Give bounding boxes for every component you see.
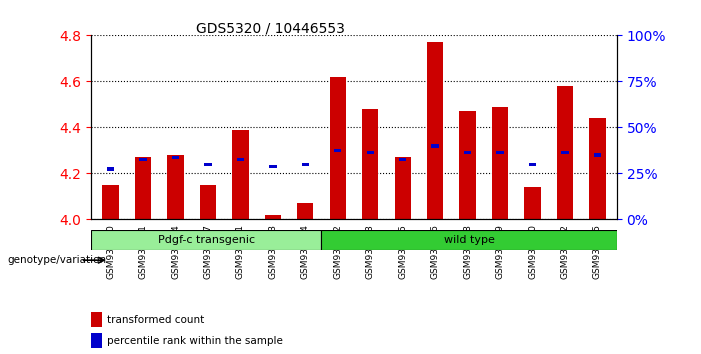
Bar — [362, 109, 379, 219]
FancyBboxPatch shape — [321, 230, 617, 250]
Bar — [399, 158, 407, 161]
Bar — [168, 155, 184, 219]
Text: wild type: wild type — [444, 235, 494, 245]
Bar — [297, 203, 313, 219]
Text: genotype/variation: genotype/variation — [7, 255, 106, 265]
Bar — [524, 187, 540, 219]
Bar — [237, 158, 244, 161]
Bar — [594, 153, 601, 157]
Bar — [102, 185, 118, 219]
Bar — [529, 162, 536, 166]
Bar — [91, 312, 102, 327]
Bar — [329, 77, 346, 219]
Bar — [232, 130, 249, 219]
Bar — [139, 158, 147, 161]
Bar — [395, 158, 411, 219]
Bar — [590, 118, 606, 219]
Bar — [204, 162, 212, 166]
Bar — [557, 86, 573, 219]
Bar — [269, 165, 276, 168]
Bar — [492, 107, 508, 219]
Bar — [464, 151, 471, 154]
Text: percentile rank within the sample: percentile rank within the sample — [107, 336, 283, 346]
Bar — [107, 167, 114, 171]
Bar — [301, 162, 309, 166]
Bar — [427, 42, 443, 219]
Bar — [91, 333, 102, 348]
Text: transformed count: transformed count — [107, 315, 204, 325]
Bar — [200, 185, 216, 219]
Bar — [432, 144, 439, 148]
FancyBboxPatch shape — [91, 230, 321, 250]
Bar — [496, 151, 504, 154]
Bar — [334, 149, 341, 152]
Bar — [135, 158, 151, 219]
Text: GDS5320 / 10446553: GDS5320 / 10446553 — [196, 21, 345, 35]
Bar — [265, 215, 281, 219]
Bar — [367, 151, 374, 154]
Text: Pdgf-c transgenic: Pdgf-c transgenic — [158, 235, 254, 245]
Bar — [172, 156, 179, 159]
Bar — [459, 112, 476, 219]
Bar — [562, 151, 569, 154]
